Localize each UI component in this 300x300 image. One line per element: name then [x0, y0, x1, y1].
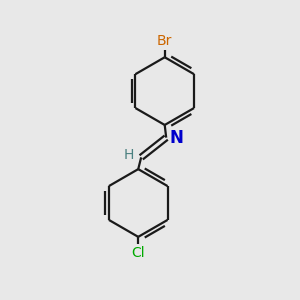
Text: H: H	[123, 148, 134, 162]
Text: Cl: Cl	[131, 246, 145, 260]
Text: N: N	[170, 129, 184, 147]
Text: Br: Br	[157, 34, 172, 48]
